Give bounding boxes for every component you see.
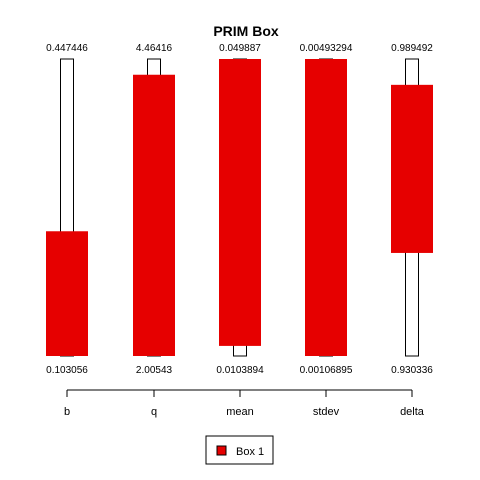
lower-label-b: 0.103056 [46,365,88,376]
box-bar-stdev [305,59,347,356]
range-q: 4.46416 2.00543 [133,43,175,376]
upper-label-mean: 0.049887 [219,43,261,54]
x-tick-label-stdev: stdev [313,406,340,418]
range-delta: 0.989492 0.930336 [391,43,433,376]
range-mean: 0.049887 0.0103894 [216,43,264,376]
x-tick-label-q: q [151,406,157,418]
upper-label-delta: 0.989492 [391,43,433,54]
upper-label-b: 0.447446 [46,43,88,54]
x-tick-label-delta: delta [400,406,425,418]
upper-label-stdev: 0.00493294 [300,43,353,54]
lower-label-delta: 0.930336 [391,365,433,376]
legend-swatch [216,445,227,456]
box-bar-q [133,74,175,356]
box-bar-mean [219,59,261,346]
upper-label-q: 4.46416 [136,43,173,54]
box-bar-b [46,231,88,356]
x-axis: b q mean stdev delta [64,389,425,418]
range-b: 0.447446 0.103056 [46,43,88,376]
lower-label-stdev: 0.00106895 [300,365,353,376]
x-tick-label-mean: mean [226,406,254,418]
lower-label-mean: 0.0103894 [216,365,264,376]
lower-label-q: 2.00543 [136,365,173,376]
box-bar-delta [391,84,433,253]
ranges-layer: 0.4474460.1030564.464162.005430.0498870.… [46,43,433,376]
legend: Box 1 [205,435,274,465]
chart-title: PRIM Box [213,23,279,39]
range-stdev: 0.00493294 0.00106895 [300,43,353,376]
x-tick-label-b: b [64,406,70,418]
legend-label: Box 1 [236,446,264,458]
